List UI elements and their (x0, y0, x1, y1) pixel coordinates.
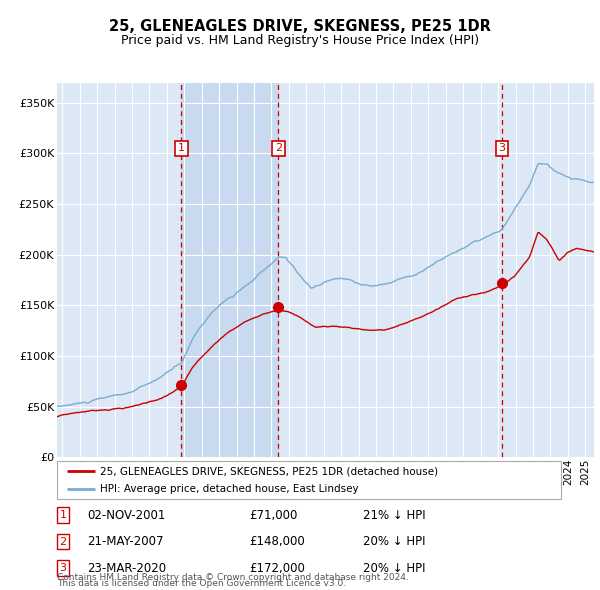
Text: £71,000: £71,000 (249, 509, 298, 522)
Text: 02-NOV-2001: 02-NOV-2001 (87, 509, 166, 522)
Text: 3: 3 (59, 563, 67, 573)
Text: 25, GLENEAGLES DRIVE, SKEGNESS, PE25 1DR (detached house): 25, GLENEAGLES DRIVE, SKEGNESS, PE25 1DR… (100, 467, 438, 476)
Text: £172,000: £172,000 (249, 562, 305, 575)
Text: 20% ↓ HPI: 20% ↓ HPI (363, 535, 425, 548)
Text: 21% ↓ HPI: 21% ↓ HPI (363, 509, 425, 522)
Text: This data is licensed under the Open Government Licence v3.0.: This data is licensed under the Open Gov… (57, 579, 346, 588)
Text: 1: 1 (178, 143, 185, 153)
Text: Price paid vs. HM Land Registry's House Price Index (HPI): Price paid vs. HM Land Registry's House … (121, 34, 479, 47)
Text: 21-MAY-2007: 21-MAY-2007 (87, 535, 163, 548)
Text: 3: 3 (499, 143, 505, 153)
Text: Contains HM Land Registry data © Crown copyright and database right 2024.: Contains HM Land Registry data © Crown c… (57, 573, 409, 582)
Text: 23-MAR-2020: 23-MAR-2020 (87, 562, 166, 575)
Text: 2: 2 (59, 537, 67, 546)
FancyBboxPatch shape (57, 461, 561, 499)
Text: 2: 2 (275, 143, 282, 153)
Text: HPI: Average price, detached house, East Lindsey: HPI: Average price, detached house, East… (100, 484, 358, 493)
Text: £148,000: £148,000 (249, 535, 305, 548)
Text: 25, GLENEAGLES DRIVE, SKEGNESS, PE25 1DR: 25, GLENEAGLES DRIVE, SKEGNESS, PE25 1DR (109, 19, 491, 34)
Text: 20% ↓ HPI: 20% ↓ HPI (363, 562, 425, 575)
Bar (181, 83, 278, 457)
Text: 1: 1 (59, 510, 67, 520)
